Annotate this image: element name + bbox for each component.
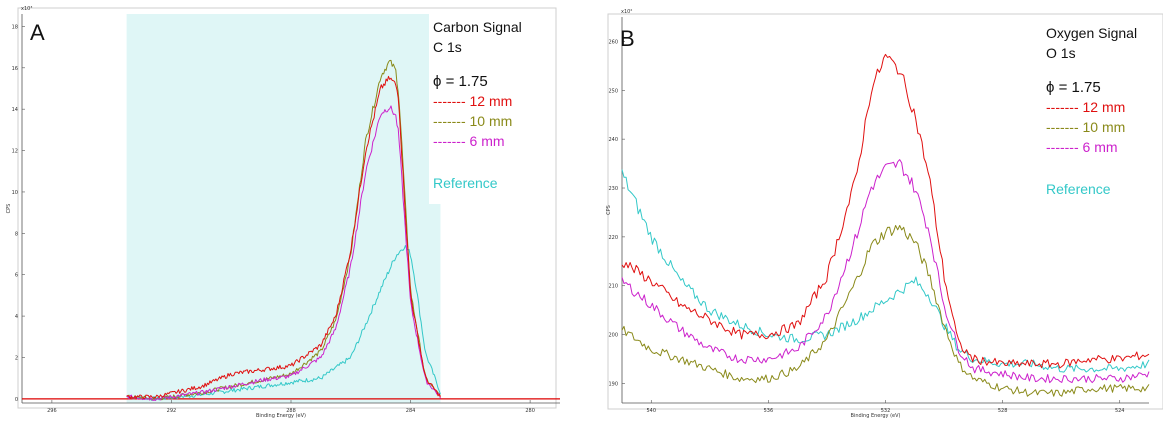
- legend-box: [1042, 20, 1152, 225]
- x-tick-label: 280: [525, 408, 535, 414]
- y-tick-label: 2: [15, 355, 18, 361]
- y-exponent-label: x10²: [621, 9, 632, 15]
- legend-entry-6-mm: ------- 6 mm: [433, 133, 505, 149]
- panel-letter: A: [30, 20, 45, 45]
- x-tick-label: 540: [647, 408, 657, 414]
- legend-entry-10-mm: ------- 10 mm: [433, 113, 512, 129]
- legend-entry-reference: Reference: [433, 175, 498, 191]
- series-line-6-mm: [126, 105, 441, 401]
- y-tick-label: 0: [15, 397, 18, 403]
- series-line-reference: [621, 169, 1150, 373]
- y-tick-label: 6: [15, 273, 18, 279]
- y-tick-label: 14: [12, 107, 18, 113]
- y-axis-label: CPS: [6, 204, 12, 214]
- series-line-12-mm: [126, 75, 441, 400]
- legend-entry-reference: Reference: [1046, 181, 1111, 197]
- x-tick-label: 536: [764, 408, 774, 414]
- series-line-6-mm: [621, 159, 1150, 384]
- y-tick-label: 210: [608, 284, 618, 290]
- x-tick-label: 296: [47, 408, 57, 414]
- legend-title-line: Oxygen Signal: [1046, 25, 1137, 41]
- legend-phi-label: ϕ = 1.75: [433, 73, 488, 90]
- x-tick-label: 528: [998, 408, 1008, 414]
- y-tick-label: 8: [15, 231, 18, 237]
- y-axis-label: CPS: [606, 205, 612, 215]
- x-axis-label: Binding Energy (eV): [851, 413, 901, 419]
- y-tick-label: 10: [12, 190, 18, 196]
- series-line-10-mm: [126, 59, 441, 401]
- y-tick-label: 12: [12, 149, 18, 155]
- legend-title-line: O 1s: [1046, 45, 1076, 61]
- legend-box: [429, 14, 524, 204]
- y-tick-label: 260: [608, 39, 618, 45]
- legend-entry-6-mm: ------- 6 mm: [1046, 139, 1118, 155]
- y-tick-label: 250: [608, 88, 618, 94]
- y-tick-label: 190: [608, 381, 618, 387]
- x-tick-label: 288: [286, 408, 296, 414]
- y-tick-label: 200: [608, 333, 618, 339]
- y-tick-label: 220: [608, 235, 618, 241]
- legend-entry-12-mm: ------- 12 mm: [433, 93, 512, 109]
- highlight-band: [126, 14, 441, 403]
- panel-b-oxygen-spectrum: 190 200 210 220 230 240 250 260 540 536 532 528 524 B…: [606, 9, 1163, 419]
- y-exponent-label: x10³: [21, 6, 32, 12]
- y-tick-label: 16: [12, 66, 18, 72]
- x-tick-label: 524: [1115, 408, 1125, 414]
- series-line-10-mm: [621, 225, 1150, 397]
- x-axis-label: Binding Energy (eV): [256, 413, 306, 419]
- y-tick-label: 230: [608, 186, 618, 192]
- series-line-12-mm: [621, 53, 1150, 369]
- legend-title-line: Carbon Signal: [433, 19, 522, 35]
- legend-phi-label: ϕ = 1.75: [1046, 79, 1101, 96]
- x-tick-label: 292: [167, 408, 177, 414]
- legend-entry-12-mm: ------- 12 mm: [1046, 99, 1125, 115]
- y-tick-label: 4: [15, 314, 18, 320]
- x-tick-label: 532: [881, 408, 891, 414]
- x-tick-label: 284: [406, 408, 416, 414]
- panel-a-carbon-spectrum: 0 2 4 6 8 10 12 14 16 18 296 292 288 284 280 Binding En…: [6, 6, 560, 419]
- y-tick-label: 18: [12, 24, 18, 30]
- y-tick-label: 240: [608, 137, 618, 143]
- panel-letter: B: [620, 26, 635, 51]
- legend-entry-10-mm: ------- 10 mm: [1046, 119, 1125, 135]
- legend-title-line: C 1s: [433, 39, 462, 55]
